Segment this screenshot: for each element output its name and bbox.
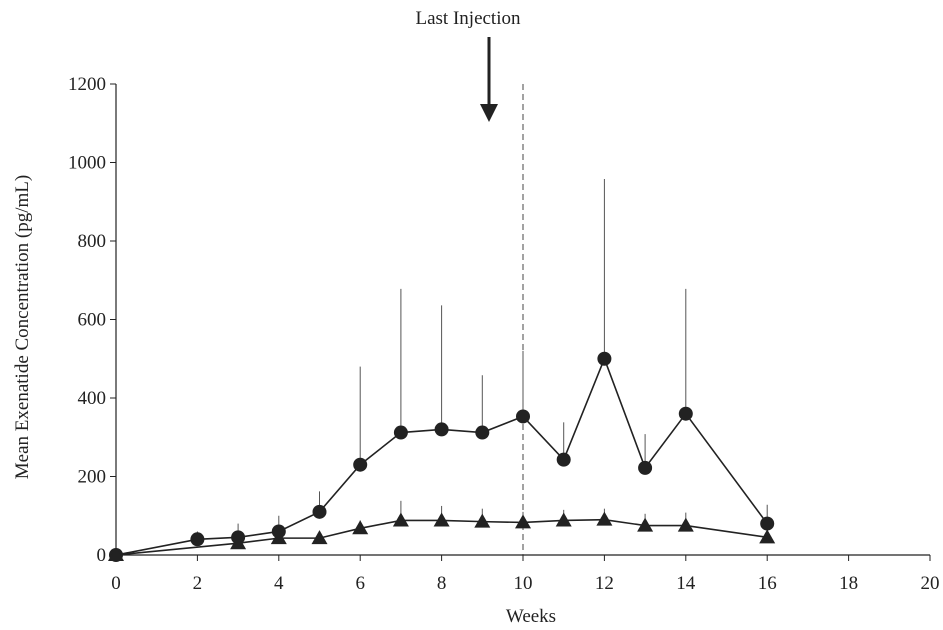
data-point-circle [393,425,408,440]
x-tick-label: 6 [355,573,365,594]
data-point-circle [312,504,327,519]
data-point-circle [638,460,653,475]
x-axis-label: Weeks [506,606,556,627]
x-tick-label: 12 [595,573,614,594]
data-point-triangle [759,529,776,544]
annotation-label: Last Injection [416,8,521,29]
y-tick-label: 400 [78,388,107,409]
data-point-circle [475,425,490,440]
y-axis-label: Mean Exenatide Concentration (pg/mL) [12,175,33,479]
y-tick-label: 200 [78,467,107,488]
x-tick-label: 4 [274,573,284,594]
series-line-triangle [115,518,768,556]
data-point-circle [353,457,368,472]
data-point-circle [516,409,530,424]
x-tick-label: 20 [921,573,940,594]
y-tick-label: 1200 [68,74,106,95]
y-tick-label: 1000 [68,153,106,174]
data-point-circle [760,516,775,531]
data-point-triangle [230,535,247,550]
plot-area: 0 200 400 600 800 1000 1200 0 2 4 6 8 10 12 14 16 18 20 [68,74,940,594]
y-tick-label: 800 [78,231,107,252]
x-tick-label: 2 [193,573,203,594]
data-point-triangle [433,512,450,527]
x-tick-label: 14 [676,573,696,594]
data-point-triangle [270,530,287,545]
data-point-circle [678,406,693,421]
data-point-triangle [392,512,409,527]
data-point-triangle [352,520,369,535]
x-tick-label: 8 [437,573,447,594]
data-point-circle [190,532,205,547]
data-point-triangle [637,517,654,532]
data-point-triangle [108,547,124,561]
x-tick-label: 10 [514,573,533,594]
data-point-triangle [474,513,491,528]
data-point-triangle [311,530,328,545]
y-tick-label: 0 [97,545,107,566]
data-point-circle [556,452,571,467]
x-tick-label: 18 [839,573,858,594]
data-point-circle [597,351,612,366]
x-tick-label: 16 [758,573,777,594]
data-point-triangle [515,514,531,529]
x-tick-label: 0 [111,573,121,594]
annotation-arrow-head [480,104,498,122]
data-point-triangle [596,511,613,526]
data-point-circle [434,422,449,437]
data-point-triangle [555,512,572,527]
annotation-group: Last Injection [416,8,521,122]
data-point-triangle [677,517,694,532]
y-tick-label: 600 [78,310,107,331]
